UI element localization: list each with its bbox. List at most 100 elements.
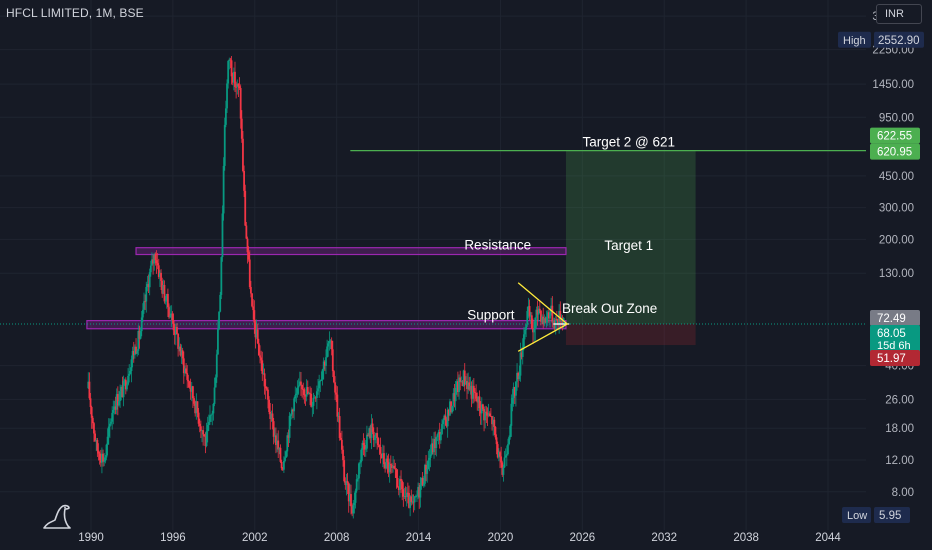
grid-lines [0, 0, 866, 530]
candle-body [492, 419, 495, 425]
candle-body [511, 397, 514, 404]
candle-body [485, 411, 488, 413]
candle-body [93, 423, 95, 434]
candle-body [411, 501, 414, 503]
candle-body [367, 434, 369, 437]
candle-body [375, 433, 377, 437]
candle-body [298, 381, 301, 386]
candle-body [317, 388, 319, 392]
candle-body [295, 393, 298, 396]
candle-body [88, 381, 91, 399]
candle-body [197, 412, 200, 424]
candle-body [368, 428, 371, 437]
x-tick-label: 2038 [733, 532, 759, 544]
price-markers: High 2552.90 Low 5.95 622.55 620.95 72.4… [838, 31, 924, 523]
candle-body [198, 423, 201, 427]
candle-body [87, 381, 90, 389]
candle-body [386, 458, 389, 463]
candle-body [310, 393, 313, 407]
breakout-triangle[interactable] [517, 282, 569, 352]
tradingview-dino-icon[interactable] [42, 502, 76, 530]
target-lower-badge [870, 143, 920, 160]
y-axis[interactable]: 5250.003450.002250.001450.00950.00450.00… [872, 0, 914, 499]
candle-body [110, 421, 112, 424]
target-2-label: Target 2 @ 621 [582, 135, 675, 150]
y-tick-label: 300.00 [879, 203, 914, 215]
candle-body [366, 434, 368, 449]
y-tick-label: 8.00 [892, 487, 914, 499]
candle-body [355, 479, 358, 491]
candle-body [358, 463, 360, 479]
x-tick-label: 2020 [488, 532, 514, 544]
candle-body [184, 368, 186, 374]
candle-body [149, 265, 152, 273]
candle-body [260, 357, 263, 361]
candle-body [112, 409, 115, 413]
symbol-title[interactable]: HFCL LIMITED, 1M, BSE [6, 6, 144, 20]
y-tick-label: 200.00 [879, 234, 914, 246]
candle-body [209, 415, 211, 422]
candle-body [190, 386, 193, 392]
candle-body [103, 461, 106, 463]
candle-body [97, 450, 100, 454]
candle-body [237, 83, 240, 87]
candle-body [544, 318, 547, 323]
candle-body [255, 329, 258, 338]
candle-body [309, 392, 311, 394]
candle-body [286, 435, 289, 452]
candle-body [212, 403, 215, 414]
candle-body [353, 502, 356, 506]
candle-body [435, 437, 438, 449]
candle-body [223, 124, 226, 166]
candle-body [371, 423, 374, 432]
candle-body [460, 381, 463, 383]
candle-body [251, 293, 253, 307]
candle-body [134, 346, 136, 356]
currency-label: INR [885, 8, 904, 20]
candle-body [107, 426, 110, 437]
candle-body [259, 355, 261, 358]
x-tick-label: 1990 [78, 532, 104, 544]
target-lower-value: 620.95 [877, 147, 912, 159]
resistance-zone[interactable] [135, 247, 567, 256]
x-axis: 1990 1996 2002 2008 2014 2020 2026 2032 2038 2044 [78, 532, 841, 544]
candle-body [121, 386, 124, 398]
y-tick-label: 12.00 [885, 455, 914, 467]
high-label: High [843, 35, 866, 47]
candle-body [389, 464, 392, 466]
candle-body [399, 478, 401, 491]
annotation-overlays: Target 2 @ 621 Target 1 Resistance Suppo… [350, 135, 866, 352]
candle-body [439, 434, 442, 441]
candle-body [417, 486, 420, 496]
candle-body [128, 373, 131, 376]
candle-body [218, 311, 220, 330]
currency-button[interactable]: INR [876, 4, 922, 24]
candle-body [90, 407, 93, 418]
candle-body [160, 272, 162, 281]
candle-body [318, 381, 321, 389]
candle-body [179, 346, 182, 356]
candle-body [370, 423, 373, 438]
candle-body [533, 329, 536, 333]
candle-body [495, 437, 498, 445]
candle-body [484, 411, 487, 421]
candle-body [213, 387, 216, 404]
candle-body [325, 357, 327, 366]
candle-body [188, 381, 191, 388]
candle-body [503, 457, 506, 468]
candle-body [387, 462, 390, 473]
candle-body [532, 328, 534, 333]
candle-body [296, 387, 299, 394]
candle-body [313, 397, 316, 399]
candle-body [488, 413, 491, 416]
y-tick-label: 18.00 [885, 423, 914, 435]
candle-body [486, 412, 489, 416]
candle-body [250, 287, 252, 294]
candle-body [537, 308, 540, 315]
candle-body [405, 492, 408, 498]
candle-body [293, 398, 296, 412]
candle-body [196, 401, 199, 413]
candle-body [177, 333, 180, 349]
candle-body [553, 320, 556, 330]
